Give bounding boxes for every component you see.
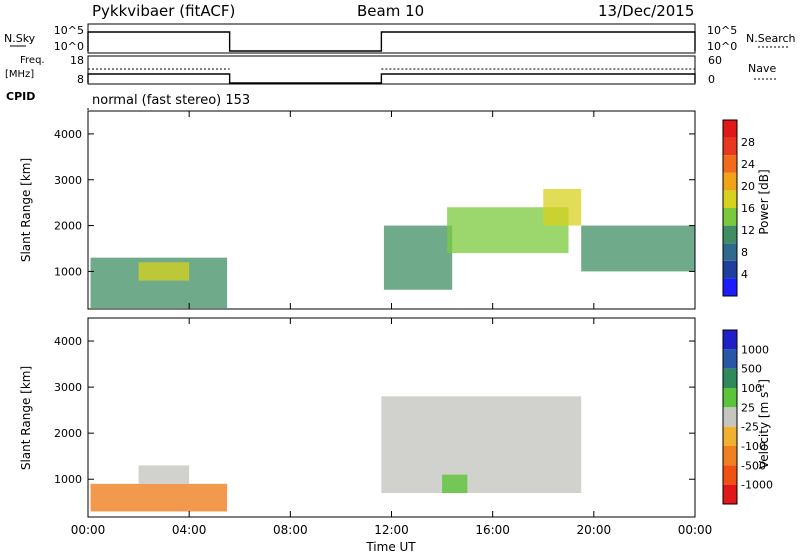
colorbar-label: 8 (741, 246, 748, 259)
power-colorbar: 4 8 12 16 20 24 28 (722, 119, 755, 297)
colorbar-segment (723, 208, 737, 226)
velocity-y-axis-title: Slant Range [km] (19, 366, 33, 470)
velocity-colorbar: 1000 500 100 25 -25 -100 -500 -1000 (722, 329, 773, 505)
colorbar-label: 1000 (741, 343, 769, 356)
mhz-label: [MHz] (5, 69, 34, 80)
freq-left-tick-bottom: 8 (77, 73, 84, 86)
velocity-colorbar-label-close: ] (757, 379, 771, 384)
x-tick-label: 00:00 (678, 523, 713, 537)
freq-left-tick-top: 18 (70, 54, 84, 67)
colorbar-label: 16 (741, 202, 755, 215)
colorbar-label: -1000 (741, 479, 773, 492)
velocity-colorbar-label-main: Velocity [m s (757, 392, 771, 469)
x-tick-label: 08:00 (273, 523, 308, 537)
noise-left-tick-bottom: 10^0 (54, 40, 84, 53)
date-title: 13/Dec/2015 (598, 2, 694, 20)
x-tick-label: 16:00 (475, 523, 510, 537)
power-echo-region (383, 225, 453, 290)
colorbar-segment (723, 330, 737, 350)
velocity-colorbar-label: Velocity [m s-1] (757, 379, 772, 469)
colorbar-label: 12 (741, 224, 755, 237)
freq-right-tick-top: 60 (708, 54, 722, 67)
y-tick-label: 3000 (54, 381, 82, 394)
cpid-text: normal (fast stereo) 153 (92, 93, 250, 108)
colorbar-frame (722, 329, 738, 505)
power-panel (87, 110, 696, 310)
colorbar-segment (723, 243, 737, 261)
colorbar-segment (723, 190, 737, 208)
colorbar-label: -25 (741, 421, 759, 434)
noise-trace (87, 31, 696, 52)
colorbar-segment (723, 155, 737, 173)
nsearch-label: N.Search (746, 32, 796, 45)
colorbar-label: 28 (741, 136, 755, 149)
y-tick-label: 2000 (54, 427, 82, 440)
power-echoes (90, 188, 695, 309)
freq-trace (87, 73, 696, 84)
velocity-colorbar-label-sup: -1 (757, 384, 766, 392)
y-tick-label: 4000 (54, 128, 82, 141)
x-tick-label: 00:00 (71, 523, 106, 537)
y-tick-label: 1000 (54, 473, 82, 486)
colorbar-label: 500 (741, 363, 762, 376)
colorbar-segment (723, 137, 737, 156)
velocity-echo-region (442, 474, 468, 494)
colorbar-label: 4 (741, 268, 748, 281)
y-tick-label: 2000 (54, 220, 82, 233)
colorbar-segment (723, 484, 737, 504)
x-tick-label: 20:00 (577, 523, 612, 537)
nsky-label: N.Sky (4, 32, 36, 45)
colorbar-segment (723, 349, 737, 369)
colorbar-segment (723, 446, 737, 466)
beam-title: Beam 10 (357, 2, 424, 20)
freq-right-tick-bottom: 0 (708, 73, 715, 86)
colorbar-label: -100 (741, 440, 766, 453)
x-axis-title: Time UT (365, 540, 416, 554)
colorbar-segment (723, 172, 737, 191)
velocity-echo-region (138, 465, 190, 484)
y-tick-label: 3000 (54, 174, 82, 187)
freq-panel-frame (87, 55, 696, 85)
nave-label: Nave (748, 62, 776, 75)
x-ticks: 00:00 04:00 08:00 12:00 16:00 20:00 00:00 (71, 111, 713, 537)
power-y-axis-title: Slant Range [km] (19, 158, 33, 262)
colorbar-label: 24 (741, 158, 755, 171)
colorbar-segment (723, 120, 737, 138)
colorbar-label: 20 (741, 180, 755, 193)
power-echo-region (138, 262, 190, 281)
power-colorbar-label: Power [dB] (757, 169, 771, 234)
power-y-ticks: 1000 2000 3000 4000 (54, 128, 695, 278)
colorbar-segment (723, 225, 737, 244)
colorbar-segment (723, 368, 737, 388)
velocity-y-ticks: 1000 2000 3000 4000 (54, 335, 695, 486)
colorbar-segment (723, 278, 737, 296)
colorbar-frame (722, 119, 738, 297)
colorbar-segment (723, 465, 737, 485)
velocity-echoes (90, 396, 582, 512)
power-echo-region (543, 188, 582, 226)
station-title: Pykkvibaer (fitACF) (92, 2, 235, 20)
noise-right-tick-top: 10^5 (707, 24, 737, 37)
noise-panel-frame (87, 23, 696, 54)
y-tick-label: 4000 (54, 335, 82, 348)
colorbar-segment (723, 407, 737, 427)
noise-left-tick-top: 10^5 (54, 24, 84, 37)
x-tick-label: 12:00 (374, 523, 409, 537)
velocity-echo-region (381, 396, 582, 494)
colorbar-segment (723, 426, 737, 446)
cpid-label: CPID (6, 90, 35, 103)
colorbar-segment (723, 260, 737, 279)
colorbar-label: 100 (741, 382, 762, 395)
colorbar-label: -500 (741, 459, 766, 472)
freq-label: Freq. (20, 55, 45, 66)
power-echo-region (581, 225, 695, 272)
velocity-echo-region (90, 483, 228, 512)
colorbar-segment (723, 388, 737, 408)
y-tick-label: 1000 (54, 265, 82, 278)
noise-right-tick-bottom: 10^0 (707, 40, 737, 53)
velocity-panel (87, 317, 696, 518)
colorbar-label: 25 (741, 401, 755, 414)
x-tick-label: 04:00 (172, 523, 207, 537)
